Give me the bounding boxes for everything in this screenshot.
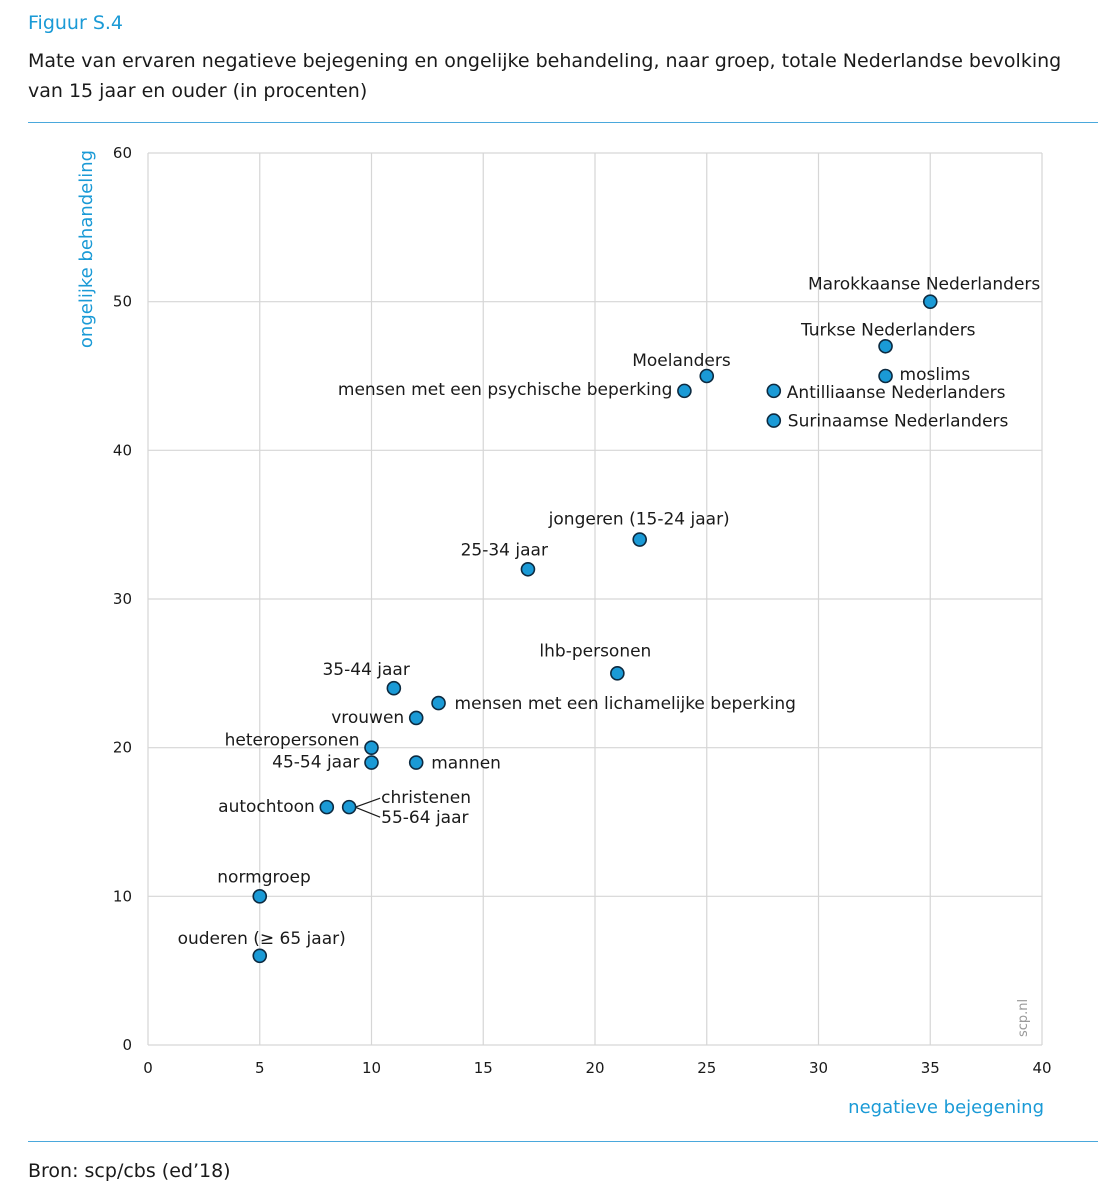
y-tick-label: 40 [113,441,132,459]
point-label: Turkse Nederlanders [800,320,976,340]
y-tick-label: 30 [113,590,132,608]
y-tick-label: 20 [113,739,132,757]
point-label: Moelanders [632,351,731,371]
x-tick-label: 30 [809,1059,828,1077]
point-label: Surinaamse Nederlanders [788,412,1009,432]
axis-ticks: 0 5 10 15 20 25 30 35 40 0 10 20 30 40 50 60 [113,144,1052,1077]
point-label: vrouwen [331,708,404,728]
point-label: 45-54 jaar [272,753,359,773]
point-label: moslims [900,365,971,385]
x-tick-label: 35 [921,1059,940,1077]
point-labels: Marokkaanse Nederlanders Turkse Nederland… [178,275,1041,949]
data-point [431,695,446,711]
data-point [364,740,379,755]
x-tick-label: 20 [585,1059,604,1077]
x-tick-label: 15 [474,1059,493,1077]
data-point [699,368,715,384]
point-label: mannen [431,754,501,774]
data-point [922,294,938,309]
y-axis-title: ongelijke behandeling [76,150,97,348]
data-point [408,710,424,726]
point-label: christenen [381,788,471,808]
point-label: mensen met een psychische beperking [338,380,673,400]
y-tick-label: 50 [113,293,132,311]
x-tick-label: 25 [697,1059,716,1077]
scatter-chart: 0 5 10 15 20 25 30 35 40 0 10 20 30 40 50 60 Marokkaans… [76,144,1052,1118]
data-point [677,383,692,399]
y-tick-label: 0 [122,1036,132,1054]
data-point [632,532,648,547]
x-tick-label: 0 [143,1059,153,1077]
point-label: 55-64 jaar [381,808,468,828]
point-label: 35-44 jaar [322,660,409,680]
top-divider [28,122,1098,123]
y-tick-label: 10 [113,887,132,905]
data-point [252,948,268,964]
y-tick-label: 60 [113,144,132,162]
point-label: lhb-personen [539,641,651,661]
figure-title: Mate van ervaren negatieve bejegening en… [28,50,1062,102]
data-point [766,413,782,428]
point-label: Antilliaanse Nederlanders [787,383,1006,403]
data-point [610,666,625,681]
watermark-text: scp.nl [1016,999,1031,1037]
point-label: Marokkaanse Nederlanders [808,275,1040,295]
point-label: autochtoon [218,797,315,817]
leader-line [354,797,381,808]
source-note: Bron: scp/cbs (ed’18) [28,1160,231,1182]
data-point [252,889,268,904]
data-point [878,368,893,384]
data-point [520,561,536,577]
leader-lines [354,797,381,818]
point-label: jongeren (15-24 jaar) [548,510,730,530]
data-point [341,799,357,815]
point-label: mensen met een lichamelijke beperking [455,694,796,714]
x-tick-label: 40 [1032,1059,1051,1077]
data-point [766,383,782,399]
x-axis-title: negatieve bejegening [848,1097,1044,1118]
figure-label: Figuur S.4 [28,12,124,34]
data-point [878,338,893,354]
bottom-divider [28,1141,1098,1142]
point-label: 25-34 jaar [461,540,548,560]
point-label: normgroep [217,867,310,887]
x-tick-label: 10 [362,1059,381,1077]
point-label: ouderen (≥ 65 jaar) [178,929,346,949]
leader-line [354,806,381,818]
data-point [364,755,379,770]
x-tick-label: 5 [255,1059,265,1077]
data-point [386,680,402,696]
data-point [319,799,335,815]
point-label: heteropersonen [225,731,360,751]
grid-lines [147,152,1043,1046]
data-point [408,755,424,770]
data-points [252,294,938,964]
